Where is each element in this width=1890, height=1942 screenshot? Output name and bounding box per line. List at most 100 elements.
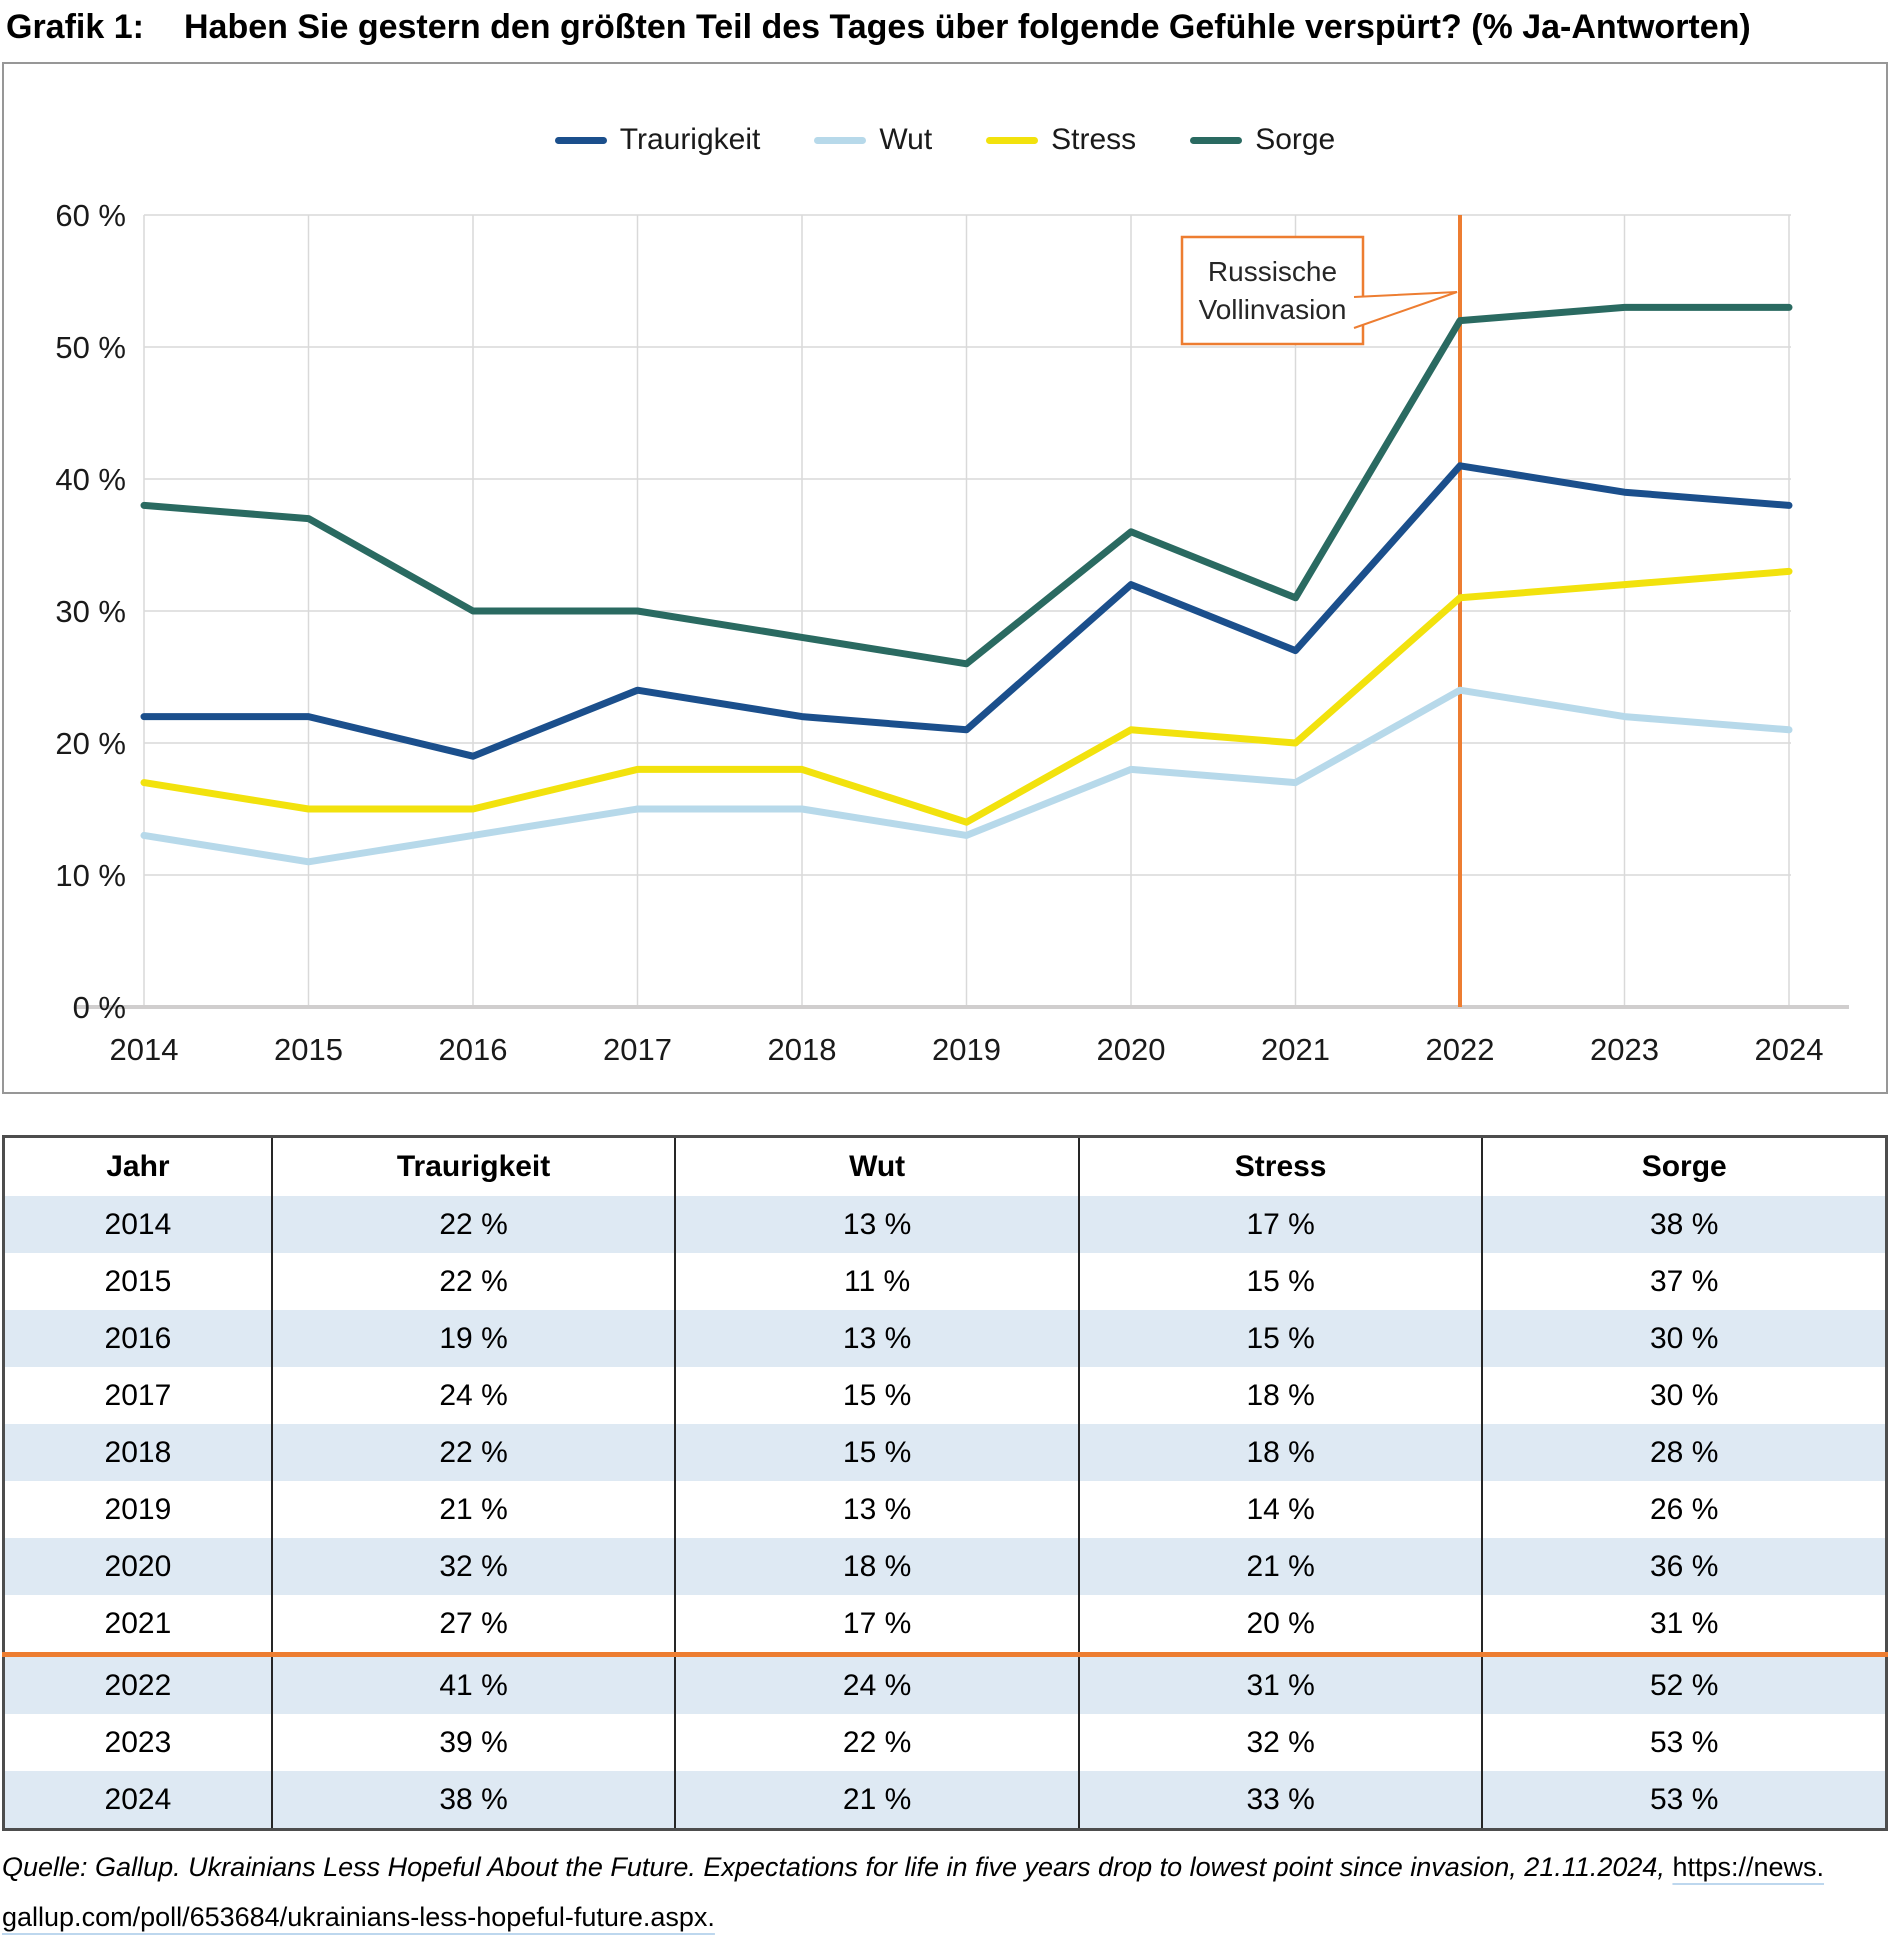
column-header-jahr: Jahr <box>2 1136 273 1196</box>
figure-label: Grafik 1: <box>6 8 144 46</box>
legend-swatch-sorge <box>1190 136 1243 144</box>
x-tick-label: 2023 <box>1590 1032 1659 1067</box>
y-tick-label: 20 % <box>55 726 126 761</box>
y-tick-label: 10 % <box>55 858 126 893</box>
legend-item-traurigkeit: Traurigkeit <box>554 123 760 157</box>
table-header-row: Jahr Traurigkeit Wut Stress Sorge <box>2 1136 1888 1196</box>
value-cell: 22 % <box>270 1196 677 1253</box>
value-cell: 53 % <box>1481 1771 1888 1830</box>
annotation-box <box>1180 235 1365 346</box>
chart-plot-area: Russische Vollinvasion 0 % 10 % 20 % 30 % 40 %… <box>55 198 1849 1067</box>
column-header-stress: Stress <box>1077 1136 1484 1196</box>
value-cell: 26 % <box>1481 1481 1888 1538</box>
table-row-2021: 2021 27 % 17 % 20 % 31 % <box>2 1595 1888 1655</box>
table-row-2015: 2015 22 % 11 % 15 % 37 % <box>2 1253 1888 1310</box>
table-row-2014: 2014 22 % 13 % 17 % 38 % <box>2 1196 1888 1253</box>
value-cell: 52 % <box>1481 1652 1888 1714</box>
x-tick-label: 2014 <box>110 1032 179 1067</box>
table-row-2022: 2022 41 % 24 % 31 % 52 % <box>2 1652 1888 1714</box>
legend-item-stress: Stress <box>986 123 1136 157</box>
value-cell: 19 % <box>270 1310 677 1367</box>
value-cell: 38 % <box>270 1771 677 1830</box>
value-cell: 53 % <box>1481 1714 1888 1771</box>
x-axis-labels: 2014 2015 2016 2017 2018 2019 2020 2021 2022 2023… <box>110 1032 1824 1067</box>
value-cell: 21 % <box>1077 1538 1484 1595</box>
figure-title: Haben Sie gestern den größten Teil des T… <box>184 8 1751 46</box>
legend-item-wut: Wut <box>814 123 932 157</box>
value-cell: 38 % <box>1481 1196 1888 1253</box>
column-header-wut: Wut <box>674 1136 1080 1196</box>
value-cell: 32 % <box>1077 1714 1484 1771</box>
value-cell: 28 % <box>1481 1424 1888 1481</box>
year-cell: 2022 <box>2 1652 273 1714</box>
source-link-line1[interactable]: https://news. <box>1672 1852 1825 1882</box>
value-cell: 37 % <box>1481 1253 1888 1310</box>
x-tick-label: 2020 <box>1097 1032 1166 1067</box>
value-cell: 31 % <box>1481 1595 1888 1655</box>
table-header: Jahr Traurigkeit Wut Stress Sorge <box>2 1136 1888 1196</box>
legend-swatch-stress <box>986 136 1039 144</box>
chart-legend: Traurigkeit Wut Stress Sorge <box>4 120 1886 160</box>
value-cell: 17 % <box>674 1595 1080 1655</box>
year-cell: 2020 <box>2 1538 273 1595</box>
annotation-pointer <box>1353 291 1458 329</box>
legend-swatch-traurigkeit <box>554 136 607 144</box>
annotation-text-line2: Vollinvasion <box>1199 294 1347 325</box>
column-header-traurigkeit: Traurigkeit <box>270 1136 677 1196</box>
table-body: 2014 22 % 13 % 17 % 38 % 2015 22 % 11 % 15 % 37 %… <box>2 1196 1888 1830</box>
y-tick-label: 40 % <box>55 462 126 497</box>
year-cell: 2024 <box>2 1771 273 1830</box>
table-row-2018: 2018 22 % 15 % 18 % 28 % <box>2 1424 1888 1481</box>
legend-item-sorge: Sorge <box>1190 123 1335 157</box>
year-cell: 2017 <box>2 1367 273 1424</box>
value-cell: 15 % <box>674 1424 1080 1481</box>
value-cell: 13 % <box>674 1196 1080 1253</box>
year-cell: 2019 <box>2 1481 273 1538</box>
value-cell: 39 % <box>270 1714 677 1771</box>
table-row-2023: 2023 39 % 22 % 32 % 53 % <box>2 1714 1888 1771</box>
value-cell: 15 % <box>1077 1253 1484 1310</box>
value-cell: 18 % <box>1077 1424 1484 1481</box>
value-cell: 24 % <box>270 1367 677 1424</box>
y-axis-labels: 0 % 10 % 20 % 30 % 40 % 50 % 60 % <box>55 198 126 1025</box>
source-link-line2[interactable]: gallup.com/poll/653684/ukrainians-less-h… <box>2 1902 715 1932</box>
table-row-2024: 2024 38 % 21 % 33 % 53 % <box>2 1771 1888 1830</box>
table-row-2017: 2017 24 % 15 % 18 % 30 % <box>2 1367 1888 1424</box>
legend-label: Wut <box>879 123 933 156</box>
value-cell: 41 % <box>270 1652 677 1714</box>
value-cell: 36 % <box>1481 1538 1888 1595</box>
y-tick-label: 30 % <box>55 594 126 629</box>
legend-label: Sorge <box>1255 123 1336 156</box>
x-tick-label: 2017 <box>603 1032 672 1067</box>
value-cell: 27 % <box>270 1595 677 1655</box>
table-row-2016: 2016 19 % 13 % 15 % 30 % <box>2 1310 1888 1367</box>
line-chart: Traurigkeit Wut Stress Sorge Russische Volli… <box>2 62 1888 1094</box>
value-cell: 22 % <box>270 1424 677 1481</box>
value-cell: 32 % <box>270 1538 677 1595</box>
legend-label: Stress <box>1051 123 1137 156</box>
series-line-stress <box>140 567 1793 826</box>
value-cell: 13 % <box>674 1310 1080 1367</box>
value-cell: 21 % <box>270 1481 677 1538</box>
year-cell: 2023 <box>2 1714 273 1771</box>
value-cell: 22 % <box>270 1253 677 1310</box>
y-tick-label: 60 % <box>55 198 126 233</box>
series-line-traurigkeit <box>140 462 1793 760</box>
value-cell: 30 % <box>1481 1367 1888 1424</box>
value-cell: 13 % <box>674 1481 1080 1538</box>
year-cell: 2015 <box>2 1253 273 1310</box>
value-cell: 20 % <box>1077 1595 1484 1655</box>
value-cell: 15 % <box>674 1367 1080 1424</box>
table-row-2020: 2020 32 % 18 % 21 % 36 % <box>2 1538 1888 1595</box>
value-cell: 33 % <box>1077 1771 1484 1830</box>
x-tick-label: 2018 <box>768 1032 837 1067</box>
value-cell: 24 % <box>674 1652 1080 1714</box>
value-cell: 17 % <box>1077 1196 1484 1253</box>
value-cell: 31 % <box>1077 1652 1484 1714</box>
value-cell: 22 % <box>674 1714 1080 1771</box>
page-title: Grafik 1: Haben Sie gestern den größten … <box>0 8 1890 56</box>
value-cell: 11 % <box>674 1253 1080 1310</box>
series-line-sorge <box>140 303 1793 668</box>
value-cell: 21 % <box>674 1771 1080 1830</box>
value-cell: 18 % <box>674 1538 1080 1595</box>
